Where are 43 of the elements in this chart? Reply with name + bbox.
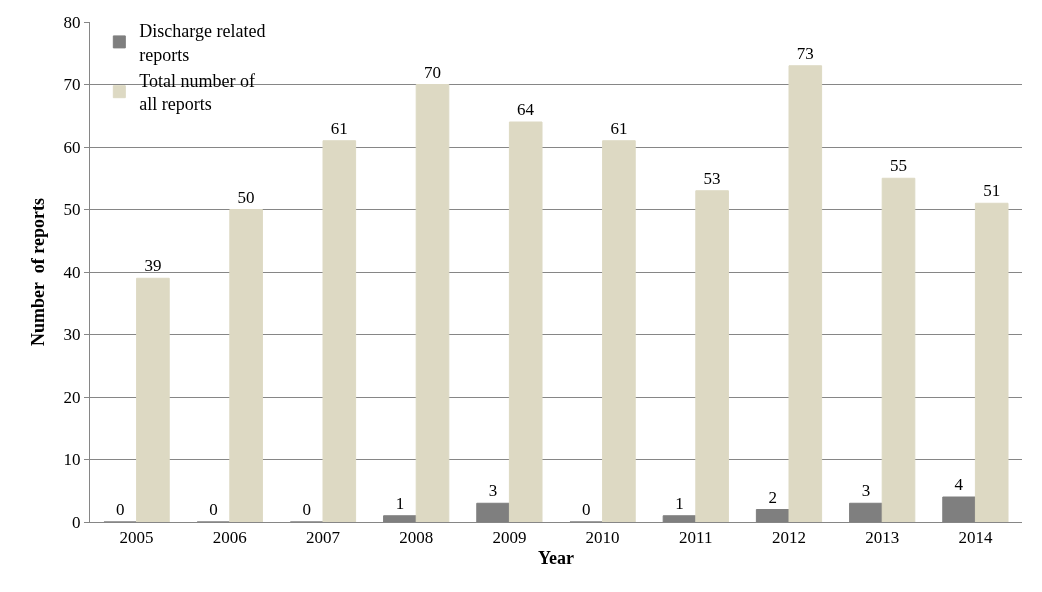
x-tick-label: 2010 [585,528,620,548]
data-label: 2 [768,487,777,507]
data-label: 64 [516,100,535,119]
data-label: 1 [395,493,405,513]
data-label: 73 [796,43,814,63]
data-label: 0 [209,500,218,519]
y-tick-label: 80 [63,12,81,32]
x-tick-label: 2012 [772,528,806,548]
data-label: 3 [861,481,871,501]
x-tick-label: 2009 [492,528,527,548]
x-tick-label: 2006 [212,528,247,548]
data-label: 39 [144,256,162,276]
y-tick-label: 10 [63,450,81,470]
x-tick-label: 2014 [958,528,993,548]
data-label: 70 [424,62,442,82]
y-tick-label: 30 [63,325,81,345]
data-label: 55 [890,156,908,176]
y-axis-title: Number of reports [28,198,48,346]
data-label: 0 [116,500,125,519]
x-tick-label: 2011 [679,528,713,548]
data-label: 51 [983,181,1001,201]
legend-label: Total number of all reports [139,71,256,115]
y-tick-label: 60 [63,137,81,157]
data-label: 1 [675,493,684,513]
data-label: 53 [703,168,721,188]
x-tick-label: 2005 [119,528,154,548]
y-tick-label: 50 [63,200,81,220]
y-tick-label: 0 [72,512,81,532]
x-tick-label: 2007 [306,528,341,548]
y-tick-label: 40 [63,262,81,282]
x-tick-label: 2008 [399,528,434,548]
x-axis-title: Year [538,547,574,568]
data-label: 61 [610,118,628,138]
y-tick-label: 70 [63,75,81,95]
data-label: 0 [302,500,311,519]
data-label: 50 [237,187,255,207]
x-tick-label: 2013 [865,528,900,548]
data-label: 61 [330,118,348,138]
data-label: 4 [954,475,964,494]
y-tick-label: 20 [63,387,81,407]
legend-label: Discharge related reports [139,21,266,65]
data-label: 3 [488,481,498,501]
data-label: 0 [582,500,591,519]
